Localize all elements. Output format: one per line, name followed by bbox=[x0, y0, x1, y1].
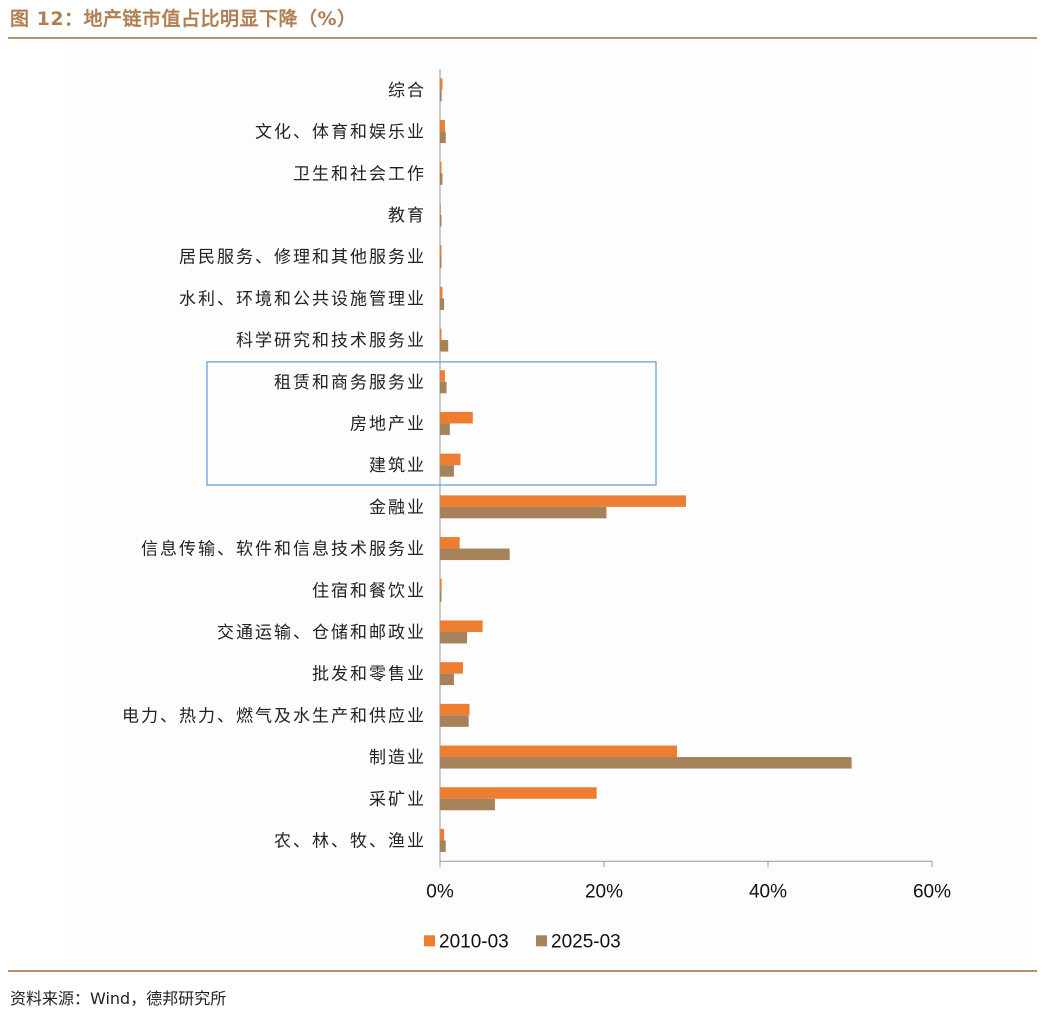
bar-2010-03 bbox=[440, 828, 445, 841]
category-label: 制造业 bbox=[369, 748, 426, 768]
category-label: 教育 bbox=[388, 206, 426, 226]
bar-2010-03 bbox=[440, 537, 460, 549]
bar-2025-03 bbox=[440, 715, 469, 727]
bar-2010-03 bbox=[440, 411, 473, 424]
category-label: 租赁和商务服务业 bbox=[274, 373, 426, 393]
bar-2010-03 bbox=[440, 286, 443, 299]
bar-2025-03 bbox=[440, 840, 446, 852]
bar-2010-03 bbox=[440, 78, 443, 90]
bar-2010-03 bbox=[440, 328, 442, 341]
highlight-box bbox=[206, 361, 657, 486]
bar-2010-03 bbox=[440, 370, 445, 382]
bar-2010-03 bbox=[440, 703, 470, 716]
bar-chart: 0% 20% 40% 60% 综合文化、体育和娱乐业卫生和社会工作教育居民服务、修理和其… bbox=[122, 69, 951, 952]
bar-2010-03 bbox=[440, 578, 442, 591]
category-label: 批发和零售业 bbox=[312, 665, 426, 685]
chart-title: 图 12：地产链市值占比明显下降（%） bbox=[10, 8, 357, 30]
bar-2025-03 bbox=[440, 340, 449, 352]
legend-label: 2010-03 bbox=[439, 931, 509, 952]
category-label: 建筑业 bbox=[369, 456, 426, 476]
x-tick-label: 0% bbox=[426, 881, 454, 902]
category-label: 住宿和餐饮业 bbox=[312, 581, 426, 601]
bar-2025-03 bbox=[440, 673, 454, 686]
x-tick-label: 40% bbox=[749, 881, 787, 902]
bar-2010-03 bbox=[440, 620, 483, 632]
bar-2010-03 bbox=[440, 453, 461, 466]
bar-2010-03 bbox=[440, 203, 441, 215]
bar-2010-03 bbox=[440, 120, 445, 132]
bar-2025-03 bbox=[440, 590, 442, 602]
category-label: 农、林、牧、渔业 bbox=[274, 831, 426, 851]
bar-2010-03 bbox=[440, 245, 442, 257]
category-label: 信息传输、软件和信息技术服务业 bbox=[141, 540, 426, 560]
bar-2010-03 bbox=[440, 787, 597, 799]
bar-2025-03 bbox=[440, 214, 442, 227]
source-note: 资料来源：Wind，德邦研究所 bbox=[10, 989, 227, 1008]
bar-2025-03 bbox=[440, 381, 447, 394]
bar-2025-03 bbox=[440, 298, 445, 310]
bar-2025-03 bbox=[440, 256, 442, 269]
header-divider bbox=[8, 37, 1037, 39]
footer-divider bbox=[8, 970, 1037, 972]
bar-2010-03 bbox=[440, 662, 463, 674]
category-label: 卫生和社会工作 bbox=[293, 164, 426, 184]
category-label: 文化、体育和娱乐业 bbox=[255, 123, 426, 143]
bar-2010-03 bbox=[440, 495, 686, 507]
bar-2025-03 bbox=[440, 423, 450, 435]
legend-swatch bbox=[536, 935, 547, 947]
bar-2010-03 bbox=[440, 745, 677, 758]
category-label: 金融业 bbox=[369, 498, 426, 518]
category-label: 综合 bbox=[388, 81, 426, 101]
bar-2025-03 bbox=[440, 506, 607, 519]
bar-2010-03 bbox=[440, 161, 442, 174]
category-label: 科学研究和技术服务业 bbox=[236, 331, 426, 351]
bar-2025-03 bbox=[440, 548, 510, 561]
x-tick-label: 20% bbox=[585, 881, 623, 902]
bar-2025-03 bbox=[440, 798, 495, 811]
bar-2025-03 bbox=[440, 757, 852, 769]
legend-label: 2025-03 bbox=[551, 931, 621, 952]
category-label: 房地产业 bbox=[350, 414, 426, 434]
legend-swatch bbox=[424, 935, 435, 947]
bar-2025-03 bbox=[440, 89, 442, 102]
bar-2025-03 bbox=[440, 631, 468, 644]
bar-2025-03 bbox=[440, 173, 443, 185]
category-label: 居民服务、修理和其他服务业 bbox=[179, 248, 426, 268]
category-label: 采矿业 bbox=[369, 790, 426, 810]
x-tick-label: 60% bbox=[913, 881, 951, 902]
category-label: 交通运输、仓储和邮政业 bbox=[217, 623, 426, 643]
chart-panel: 0% 20% 40% 60% 综合文化、体育和娱乐业卫生和社会工作教育居民服务、修理和其… bbox=[66, 47, 1032, 962]
category-label: 电力、热力、燃气及水生产和供应业 bbox=[122, 706, 426, 726]
category-label: 水利、环境和公共设施管理业 bbox=[179, 289, 426, 309]
bar-2025-03 bbox=[440, 465, 454, 477]
bar-2025-03 bbox=[440, 131, 446, 144]
